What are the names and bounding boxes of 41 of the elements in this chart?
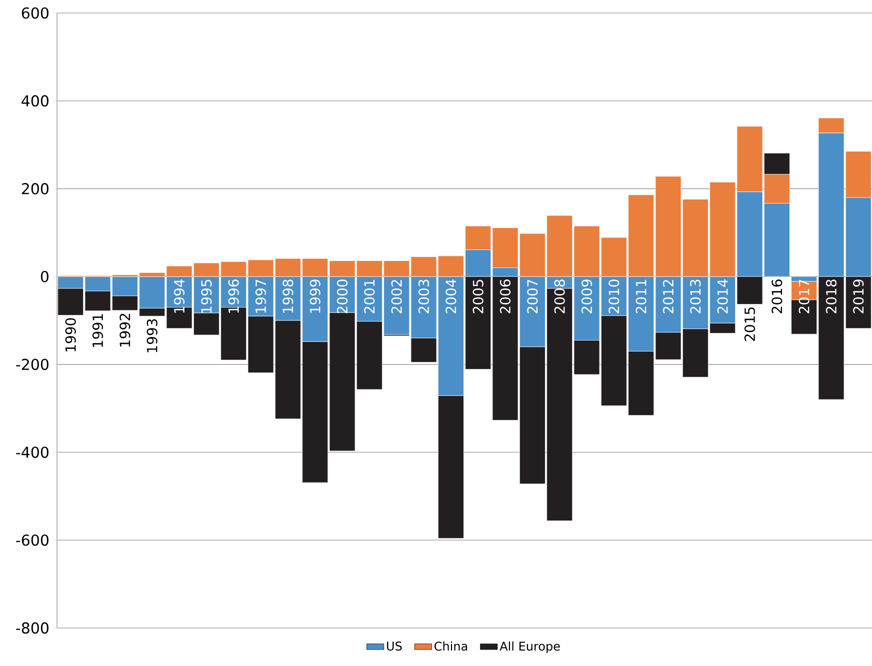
y-tick-label: 600	[22, 7, 48, 19]
x-tick-label: 2004	[446, 279, 456, 314]
y-tick-label: 400	[22, 95, 48, 107]
x-tick-label: 2003	[418, 280, 430, 314]
x-tick-label: 2002	[391, 280, 402, 314]
x-tick-label: 1998	[282, 280, 294, 313]
x-tick-label: 2000	[336, 280, 348, 314]
y-tick-label: -800	[16, 622, 48, 634]
x-tick-label: 2009	[581, 280, 592, 314]
x-tick-label: 2006	[500, 280, 511, 314]
y-tick-label: -600	[16, 534, 48, 546]
x-tick-label: 1999	[310, 280, 320, 313]
x-tick-label: 1990	[65, 318, 76, 352]
x-tick-label: 2001	[364, 280, 375, 314]
x-tick-label: 2008	[554, 280, 565, 314]
x-tick-label: 1997	[255, 280, 266, 313]
y-tick-label: -200	[16, 358, 48, 370]
x-tick-label: 1994	[174, 279, 185, 313]
x-tick-label: 1996	[228, 280, 239, 313]
x-tick-label: 2007	[527, 280, 538, 314]
x-tick-label: 2010	[608, 280, 620, 314]
x-tick-label: 2019	[853, 280, 864, 314]
x-tick-label: 1992	[120, 314, 130, 347]
x-tick-label: 2012	[662, 280, 674, 314]
y-tick-label: 200	[22, 183, 48, 194]
y-tick-label: 0	[40, 270, 48, 282]
x-tick-label: 2014	[717, 279, 728, 314]
x-tick-label: 2015	[744, 308, 756, 341]
legend-label: All Europe	[500, 641, 560, 654]
x-tick-label: 1991	[92, 314, 104, 347]
x-tick-label: 1995	[201, 280, 212, 313]
legend-label: US	[387, 642, 402, 651]
x-tick-label: 2017	[798, 280, 810, 314]
x-tick-label: 1993	[146, 319, 158, 352]
y-tick-label: -400	[16, 446, 48, 458]
x-tick-label: 2005	[472, 280, 484, 314]
x-tick-label: 2013	[690, 280, 701, 314]
legend-label: China	[434, 641, 468, 651]
x-tick-label: 2011	[636, 280, 646, 314]
x-tick-label: 2016	[772, 280, 782, 314]
x-tick-label: 2018	[826, 280, 837, 314]
